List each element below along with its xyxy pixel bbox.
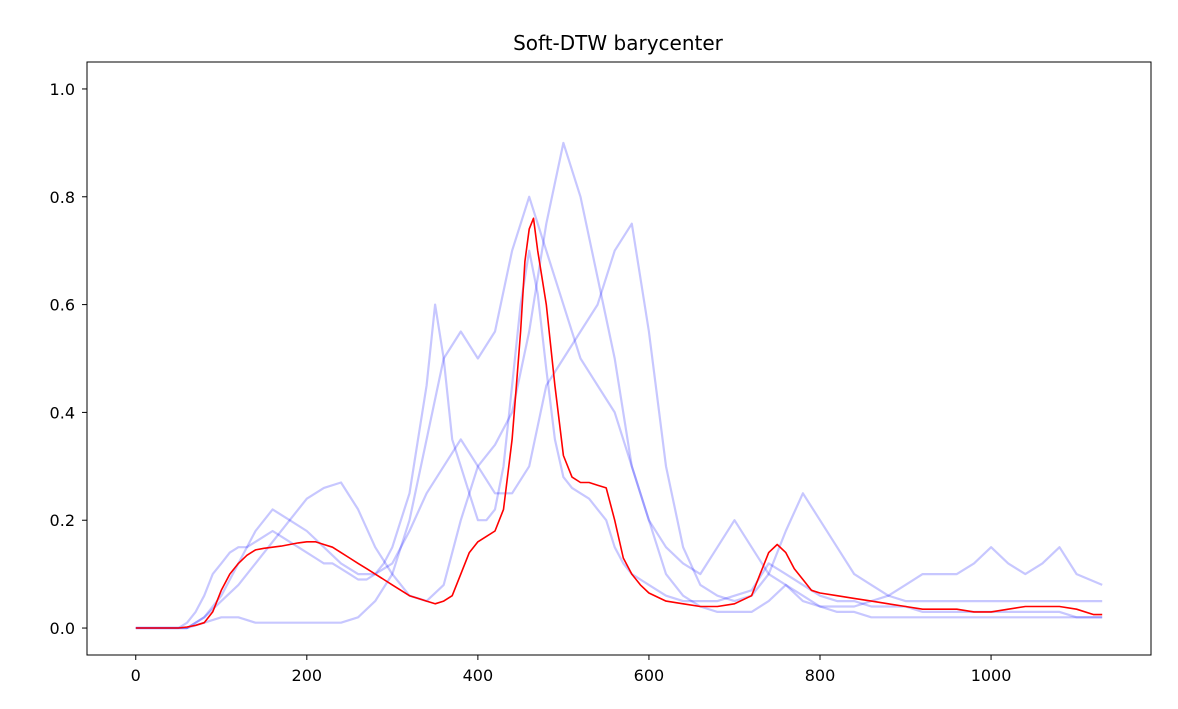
sample-series-line-2 (135, 141, 1103, 630)
x-tick-label: 200 (292, 666, 323, 685)
x-tick-label: 400 (463, 666, 494, 685)
chart-title: Soft-DTW barycenter (513, 31, 724, 55)
sample-series-line-4 (135, 222, 1103, 630)
sample-series-line-3 (135, 195, 1103, 630)
sample-series-group (135, 141, 1103, 630)
y-tick-label: 0.8 (50, 188, 75, 207)
x-tick-label: 1000 (971, 666, 1012, 685)
y-tick-label: 0.0 (50, 619, 75, 638)
barycenter-series-line (135, 217, 1103, 629)
x-tick-label: 800 (805, 666, 836, 685)
y-tick-label: 0.4 (50, 403, 75, 422)
plot-frame (86, 61, 1152, 656)
y-tick-label: 1.0 (50, 80, 75, 99)
sample-series-line-1 (135, 249, 1103, 630)
y-tick-label: 0.6 (50, 296, 75, 315)
x-tick-label: 0 (131, 666, 141, 685)
y-tick-label: 0.2 (50, 511, 75, 530)
barycenter-series-group (135, 217, 1103, 629)
axis-ticks-group: 0 200 400 600 800 1000 0.0 0.2 0.4 0.6 0.8 1.0 (50, 80, 1012, 685)
x-tick-label: 600 (634, 666, 665, 685)
